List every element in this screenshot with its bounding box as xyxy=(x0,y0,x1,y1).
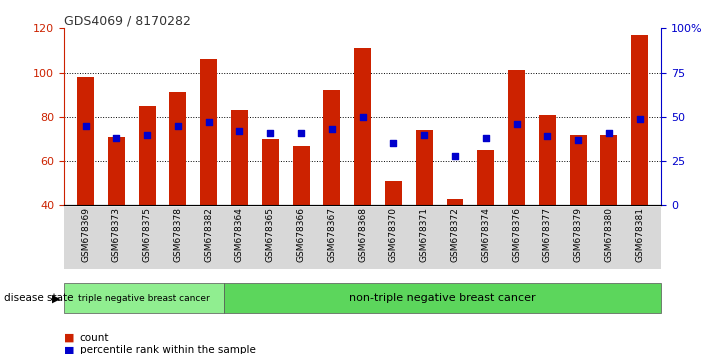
Bar xyxy=(447,199,464,205)
Bar xyxy=(231,110,248,205)
Point xyxy=(449,153,461,159)
Point xyxy=(172,123,183,129)
Bar xyxy=(108,137,125,205)
Bar xyxy=(139,106,156,205)
Bar xyxy=(262,139,279,205)
Bar xyxy=(292,145,309,205)
Bar xyxy=(169,92,186,205)
Bar xyxy=(201,59,217,205)
Point xyxy=(387,141,399,146)
Point xyxy=(203,119,215,125)
Point xyxy=(264,130,276,136)
Text: triple negative breast cancer: triple negative breast cancer xyxy=(78,294,210,303)
Bar xyxy=(324,90,341,205)
Point xyxy=(111,135,122,141)
Point xyxy=(603,130,614,136)
Point xyxy=(234,128,245,134)
Text: GDS4069 / 8170282: GDS4069 / 8170282 xyxy=(64,14,191,27)
Bar xyxy=(508,70,525,205)
Bar xyxy=(477,150,494,205)
Point xyxy=(480,135,491,141)
Point xyxy=(634,116,646,121)
Bar xyxy=(570,135,587,205)
Point xyxy=(141,132,153,137)
Bar xyxy=(416,130,433,205)
Text: ■: ■ xyxy=(64,333,75,343)
Bar xyxy=(539,115,556,205)
Text: ■: ■ xyxy=(64,346,75,354)
Text: count: count xyxy=(80,333,109,343)
Bar xyxy=(77,77,94,205)
Bar xyxy=(631,35,648,205)
Point xyxy=(80,123,91,129)
Bar xyxy=(354,48,371,205)
Text: percentile rank within the sample: percentile rank within the sample xyxy=(80,346,255,354)
Text: disease state: disease state xyxy=(4,293,73,303)
Bar xyxy=(600,135,617,205)
Text: ▶: ▶ xyxy=(52,293,60,303)
Point xyxy=(510,121,522,127)
Point xyxy=(542,133,553,139)
Bar xyxy=(385,181,402,205)
Point xyxy=(326,126,338,132)
Point xyxy=(419,132,430,137)
Point xyxy=(357,114,368,120)
Point xyxy=(572,137,584,143)
Point xyxy=(295,130,306,136)
Text: non-triple negative breast cancer: non-triple negative breast cancer xyxy=(349,293,536,303)
